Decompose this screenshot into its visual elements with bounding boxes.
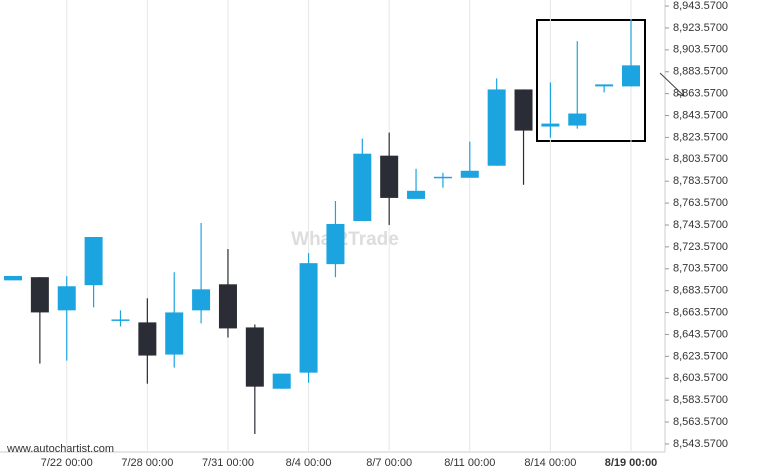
y-tick-label: 8,623.5700 bbox=[673, 350, 728, 362]
y-tick-label: 8,583.5700 bbox=[673, 394, 728, 406]
candle-body bbox=[380, 155, 399, 198]
y-tick-label: 8,683.5700 bbox=[673, 285, 728, 297]
x-tick-label: 7/22 00:00 bbox=[41, 457, 93, 469]
candle-body bbox=[192, 289, 211, 311]
candle-body bbox=[4, 275, 22, 281]
candle-body bbox=[568, 113, 587, 126]
plot: 8,943.5700 8,923.5700 8,903.5700 8,883.5700… bbox=[4, 0, 728, 469]
source: www.autochartist.com bbox=[6, 443, 114, 455]
x-tick-label: 7/31 00:00 bbox=[202, 457, 254, 469]
candle-body bbox=[541, 123, 560, 127]
y-tick-label: 8,723.5700 bbox=[673, 241, 728, 253]
candle-body bbox=[165, 312, 184, 355]
candle-body bbox=[326, 223, 345, 265]
y-tick-label: 8,903.5700 bbox=[673, 44, 728, 56]
x-tick-label: 8/4 00:00 bbox=[286, 457, 332, 469]
candle-body bbox=[272, 373, 291, 389]
candle-body bbox=[487, 89, 506, 166]
candle-body bbox=[622, 65, 641, 87]
candle-body bbox=[433, 176, 452, 179]
y-tick-label: 8,643.5700 bbox=[673, 328, 728, 340]
y-tick-label: 8,943.5700 bbox=[673, 0, 728, 12]
x-tick-label: 8/19 00:00 bbox=[605, 457, 658, 469]
candle-body bbox=[245, 327, 264, 387]
y-tick-label: 8,863.5700 bbox=[673, 88, 728, 100]
candle-body bbox=[57, 286, 76, 311]
y-tick-label: 8,783.5700 bbox=[673, 175, 728, 187]
candle-body bbox=[30, 277, 49, 313]
y-tick-label: 8,563.5700 bbox=[673, 416, 728, 428]
candle-body bbox=[111, 319, 130, 321]
candle-body bbox=[218, 284, 237, 329]
candle-body bbox=[460, 170, 479, 178]
x-tick-label: 7/28 00:00 bbox=[121, 457, 173, 469]
x-tick-label: 8/14 00:00 bbox=[524, 457, 576, 469]
y-tick-label: 8,663.5700 bbox=[673, 306, 728, 318]
candle-body bbox=[353, 153, 372, 222]
y-tick-label: 8,743.5700 bbox=[673, 219, 728, 231]
forecast-arrow bbox=[659, 72, 685, 97]
candle-body bbox=[299, 263, 318, 373]
y-tick-label: 8,883.5700 bbox=[673, 66, 728, 78]
y-tick-label: 8,543.5700 bbox=[673, 438, 728, 450]
y-tick-label: 8,763.5700 bbox=[673, 197, 728, 209]
candle-body bbox=[84, 237, 103, 286]
pattern-box bbox=[536, 19, 646, 142]
candle-body bbox=[138, 322, 157, 356]
y-tick-label: 8,703.5700 bbox=[673, 263, 728, 275]
y-tick-label: 8,823.5700 bbox=[673, 131, 728, 143]
y-tick-label: 8,923.5700 bbox=[673, 22, 728, 34]
watermark: What2Trade bbox=[291, 229, 399, 250]
x-tick-label: 8/11 00:00 bbox=[444, 457, 495, 469]
candle-body bbox=[514, 89, 533, 131]
candle-body bbox=[595, 84, 614, 87]
candle-body bbox=[407, 190, 426, 199]
y-tick-label: 8,843.5700 bbox=[673, 109, 728, 121]
y-tick-label: 8,803.5700 bbox=[673, 153, 728, 165]
y-tick-label: 8,603.5700 bbox=[673, 372, 728, 384]
x-tick-label: 8/7 00:00 bbox=[366, 457, 412, 469]
